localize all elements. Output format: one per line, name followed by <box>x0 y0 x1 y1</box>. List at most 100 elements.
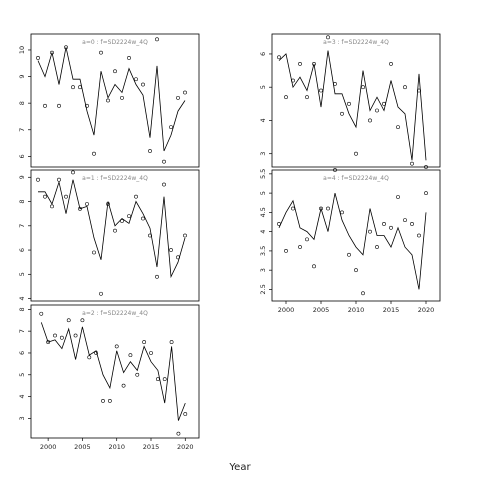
observed-point <box>99 291 103 296</box>
observed-point <box>176 95 180 100</box>
observed-point <box>39 311 44 316</box>
observed-point <box>183 412 188 416</box>
y-tick-label: 5 <box>18 373 26 377</box>
observed-point <box>340 111 344 116</box>
observed-point <box>121 383 126 388</box>
y-tick-label: 5 <box>259 85 267 89</box>
observed-point <box>183 90 187 95</box>
fitted-line <box>38 179 186 279</box>
observed-point <box>382 101 386 106</box>
observed-point <box>333 81 337 86</box>
x-tick-label: 2005 <box>313 306 330 314</box>
observed-point <box>50 50 54 55</box>
observed-point <box>53 333 57 338</box>
y-tick-label: 7 <box>18 329 26 333</box>
observed-point <box>312 62 316 66</box>
x-tick-label: 2015 <box>143 443 160 451</box>
y-tick-label: 9 <box>18 175 26 179</box>
y-tick-label: 10 <box>18 46 26 54</box>
y-tick-label: 6 <box>18 351 26 355</box>
observed-point <box>396 195 400 199</box>
observed-point <box>78 206 82 211</box>
panel-label: a=4 : f=SD2224w_4Q <box>323 175 389 182</box>
observed-point <box>107 399 112 403</box>
observed-point <box>36 56 40 60</box>
y-tick-label: 3.5 <box>259 246 267 256</box>
plot-frame <box>271 33 441 168</box>
fitted-line <box>278 192 427 290</box>
y-tick-label: 4 <box>18 395 26 399</box>
observed-point <box>134 194 138 199</box>
y-tick-label: 6 <box>18 154 26 158</box>
observed-point <box>46 340 51 344</box>
panels: a=0 : f=SD2224w_4Q 6 7 8 9 10 a=3 : f=SD2224w_… <box>18 33 441 451</box>
observed-point <box>78 85 82 90</box>
x-tick-label: 2020 <box>418 306 435 314</box>
observed-point <box>340 210 344 215</box>
observed-point <box>57 177 61 182</box>
observed-point <box>36 177 40 182</box>
observed-point <box>169 248 173 252</box>
y-tick-label: 8 <box>18 199 26 203</box>
observed-point <box>80 318 85 323</box>
observed-point <box>333 168 337 172</box>
plot-frame <box>271 169 441 302</box>
fitted-line <box>40 322 186 421</box>
observed-point <box>389 225 393 230</box>
observed-point <box>354 151 358 156</box>
observed-point <box>128 353 133 358</box>
observed-point <box>106 202 110 206</box>
observed-point <box>424 165 428 169</box>
x-tick-label: 2000 <box>278 306 295 314</box>
observed-point <box>424 191 428 196</box>
panel-label: a=2 : f=SD2224w_4Q <box>82 310 148 317</box>
observed-point <box>50 204 54 209</box>
y-tick-label: 4 <box>259 118 267 122</box>
observed-point <box>298 245 302 249</box>
observed-point <box>120 219 124 223</box>
observed-point <box>114 344 119 349</box>
observed-point <box>368 118 372 123</box>
observed-point <box>85 202 89 206</box>
observed-point <box>135 372 140 377</box>
observed-point <box>291 206 295 211</box>
observed-point <box>396 125 400 130</box>
observed-point <box>375 108 379 113</box>
panel-2: a=1 : f=SD2224w_4Q 4 5 6 7 8 9 <box>18 169 200 302</box>
fitted-line <box>278 50 427 161</box>
x-axis-title: Year <box>228 462 251 473</box>
plot-frame <box>30 304 200 439</box>
observed-point <box>277 222 281 226</box>
observed-point <box>99 50 103 55</box>
y-tick-label: 3 <box>259 268 267 272</box>
observed-point <box>277 55 281 60</box>
panel-label: a=1 : f=SD2224w_4Q <box>82 175 148 182</box>
observed-point <box>113 228 117 233</box>
observed-point <box>155 37 159 42</box>
observed-point <box>71 170 75 175</box>
observed-point <box>85 103 89 108</box>
observed-point <box>403 85 407 90</box>
observed-point <box>59 335 64 340</box>
observed-point <box>410 161 414 166</box>
observed-point <box>64 45 68 50</box>
observed-point <box>94 351 99 355</box>
observed-point <box>305 95 309 100</box>
observed-point <box>354 268 358 273</box>
y-tick-label: 7 <box>18 224 26 228</box>
y-tick-label: 3 <box>18 416 26 420</box>
observed-point <box>87 355 92 360</box>
observed-point <box>142 340 147 344</box>
observed-point <box>403 218 407 222</box>
observed-point <box>134 77 138 82</box>
y-tick-label: 4 <box>18 297 26 301</box>
observed-point <box>417 233 421 238</box>
observed-point <box>43 103 47 108</box>
panel-0: a=0 : f=SD2224w_4Q 6 7 8 9 10 <box>18 33 200 168</box>
x-tick-label: 2010 <box>348 306 365 314</box>
observed-point <box>305 237 309 242</box>
observed-point <box>326 206 330 211</box>
x-tick-label: 2015 <box>383 306 400 314</box>
observed-point <box>382 222 386 226</box>
observed-point <box>347 252 351 257</box>
